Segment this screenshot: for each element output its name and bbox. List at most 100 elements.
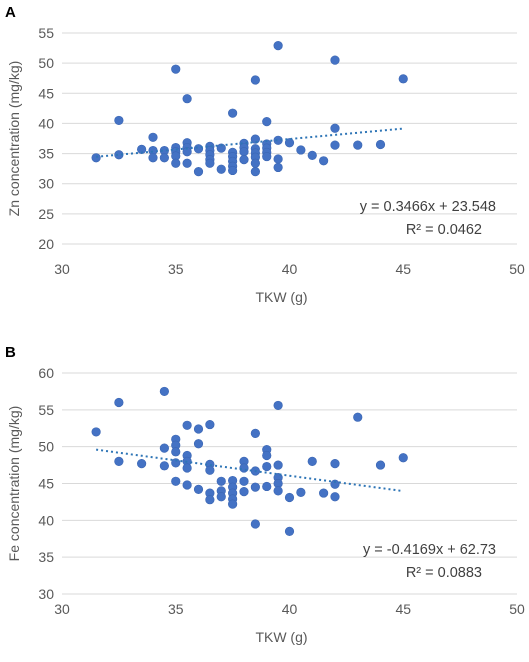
panel-b-data-point: [171, 476, 181, 486]
panel-a-data-point: [250, 134, 260, 144]
panel-a-data-point: [228, 108, 238, 118]
panel-b-data-point: [250, 428, 260, 439]
panel-b-r-squared: R² = 0.0883: [406, 565, 482, 581]
panel-a-data-point: [114, 115, 124, 126]
panel-b-y-tick-label: 55: [38, 402, 54, 418]
panel-b-data-point: [182, 480, 192, 490]
panel-a-data-point: [330, 140, 340, 150]
panel-b-y-tick-label: 30: [38, 586, 54, 602]
panel-a-x-axis-title: TKW (g): [255, 289, 307, 305]
panel-a-data-point: [193, 167, 204, 177]
panel-b-trendline: [95, 448, 404, 493]
panel-a-data-point: [193, 144, 204, 154]
panel-b-y-tick-label: 40: [38, 512, 54, 528]
panel-b-y-tick-label: 60: [38, 365, 54, 381]
panel-a-data-point: [273, 162, 283, 173]
panel-a-y-tick-label: 40: [38, 115, 54, 131]
panel-a-data-point: [137, 144, 147, 154]
panel-b-x-tick-label: 30: [54, 601, 70, 617]
panel-a-data-point: [114, 150, 124, 160]
panel-b-data-point: [114, 397, 124, 408]
panel-a-data-point: [250, 75, 260, 85]
panel-b-data-point: [375, 460, 386, 470]
panel-b-data-point: [193, 484, 204, 494]
panel-a-y-tick-label: 55: [38, 25, 54, 41]
panel-b-data-point: [330, 479, 340, 489]
panel-b-data-point: [262, 461, 272, 472]
panel-b-data-point: [330, 459, 340, 469]
panel-b-data-point: [273, 460, 283, 470]
panel-b-data-point: [239, 487, 249, 497]
panel-a-x-tick-label: 45: [395, 261, 411, 277]
panel-a-y-tick-label: 35: [38, 146, 54, 162]
panel-b-data-point: [91, 427, 101, 437]
panel-a-data-point: [296, 145, 306, 155]
panel-b-x-tick-label: 45: [395, 601, 411, 617]
panel-a-x-tick-label: 40: [282, 261, 298, 277]
panel-a-data-point: [307, 150, 317, 160]
panel-b-data-point: [182, 420, 192, 430]
panel-a-data-point: [250, 158, 260, 168]
panel-b-data-point: [216, 476, 226, 486]
panel-a-trendline: [96, 127, 404, 158]
panel-b-data-point: [159, 443, 169, 453]
panel-a-data-point: [353, 140, 363, 150]
panel-b-data-point: [171, 447, 181, 457]
panel-a-data-point: [330, 55, 340, 65]
panel-b-data-point: [193, 439, 204, 449]
panel-b-data-point: [216, 492, 226, 502]
panel-b-data-point: [205, 495, 215, 505]
panel-b-data-point: [159, 461, 169, 471]
panel-b-data-point: [262, 450, 272, 461]
panel-a-data-point: [216, 143, 226, 153]
panel-a-data-point: [148, 153, 158, 163]
panel-a-data-point: [159, 153, 169, 163]
panel-b-data-point: [262, 481, 272, 492]
panel-b-y-tick-label: 35: [38, 549, 54, 565]
panel-a-label: A: [5, 4, 16, 21]
panel-b-data-point: [205, 465, 215, 475]
panel-a-data-point: [91, 153, 101, 163]
panel-b-data-point: [239, 463, 249, 473]
panel-b-data-point: [205, 419, 215, 430]
panel-a-data-point: [239, 155, 249, 165]
panel-a-y-tick-label: 45: [38, 85, 54, 101]
panel-b-data-point: [250, 482, 260, 492]
panel-a-data-point: [171, 158, 181, 168]
panel-b-data-point: [284, 526, 295, 536]
panel-a-data-point: [262, 151, 272, 162]
panel-b-x-tick-label: 35: [168, 601, 184, 617]
panel-b-label: B: [5, 344, 16, 361]
panel-a-x-tick-label: 30: [54, 261, 70, 277]
panel-a-data-point: [398, 74, 408, 84]
panel-b-data-point: [273, 486, 283, 496]
panel-b-data-point: [250, 519, 260, 529]
panel-a-y-tick-label: 25: [38, 206, 54, 222]
panel-a-x-tick-label: 35: [168, 261, 184, 277]
panel-b-fe-chart: B 30 35 40 45 50 55 60 30 35 40 45 50 TKW (g) Fe conce…: [5, 344, 525, 645]
panel-a-data-point: [182, 158, 192, 168]
panel-b-x-tick-label: 50: [509, 601, 525, 617]
panel-a-data-point: [319, 156, 329, 166]
panel-b-y-axis-title: Fe concentration (mg/kg): [6, 406, 22, 562]
panel-a-data-point: [216, 164, 226, 174]
panel-a-data-point: [171, 64, 181, 74]
panel-b-y-tick-label: 45: [38, 476, 54, 492]
panel-a-data-point: [273, 135, 283, 145]
panel-a-y-tick-label: 30: [38, 176, 54, 192]
panel-a-data-point: [250, 167, 260, 177]
panel-a-data-point: [182, 94, 192, 104]
panel-a-y-tick-label: 20: [38, 236, 54, 252]
panel-a-data-point: [148, 132, 158, 142]
panel-a-data-point: [284, 138, 295, 148]
panel-a-data-point: [273, 154, 283, 164]
panel-a-data-point: [239, 147, 249, 157]
panel-b-data-point: [319, 488, 329, 498]
panel-b-data-point: [296, 487, 306, 497]
panel-b-data-point: [273, 400, 283, 411]
panel-b-data-point: [307, 456, 317, 467]
panel-a-y-tick-label: 50: [38, 55, 54, 71]
panel-b-data-point: [193, 424, 204, 434]
panel-a-r-squared: R² = 0.0462: [406, 222, 482, 238]
panel-b-data-point: [284, 492, 295, 503]
